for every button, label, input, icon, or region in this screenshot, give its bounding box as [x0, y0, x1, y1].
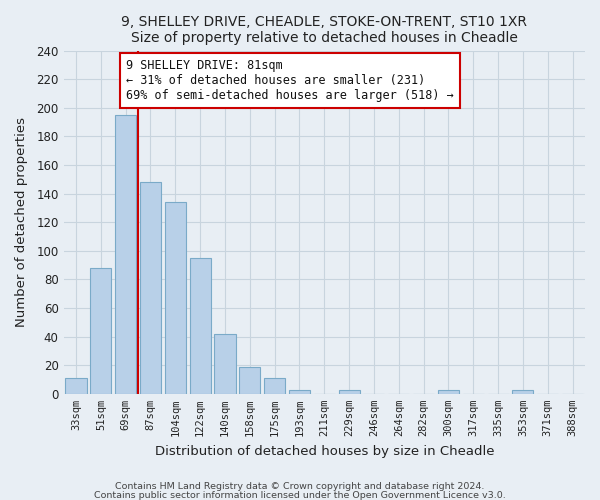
Bar — [190, 258, 211, 394]
Bar — [264, 378, 285, 394]
Bar — [438, 390, 459, 394]
Bar — [289, 390, 310, 394]
Bar — [140, 182, 161, 394]
Bar — [115, 115, 136, 394]
Y-axis label: Number of detached properties: Number of detached properties — [15, 117, 28, 327]
Bar — [165, 202, 186, 394]
Bar — [239, 366, 260, 394]
Text: Contains HM Land Registry data © Crown copyright and database right 2024.: Contains HM Land Registry data © Crown c… — [115, 482, 485, 491]
Text: Contains public sector information licensed under the Open Government Licence v3: Contains public sector information licen… — [94, 490, 506, 500]
Bar — [338, 390, 359, 394]
Text: 9 SHELLEY DRIVE: 81sqm
← 31% of detached houses are smaller (231)
69% of semi-de: 9 SHELLEY DRIVE: 81sqm ← 31% of detached… — [126, 59, 454, 102]
X-axis label: Distribution of detached houses by size in Cheadle: Distribution of detached houses by size … — [155, 444, 494, 458]
Bar — [214, 334, 236, 394]
Title: 9, SHELLEY DRIVE, CHEADLE, STOKE-ON-TRENT, ST10 1XR
Size of property relative to: 9, SHELLEY DRIVE, CHEADLE, STOKE-ON-TREN… — [121, 15, 527, 45]
Bar — [65, 378, 86, 394]
Bar — [90, 268, 112, 394]
Bar — [512, 390, 533, 394]
